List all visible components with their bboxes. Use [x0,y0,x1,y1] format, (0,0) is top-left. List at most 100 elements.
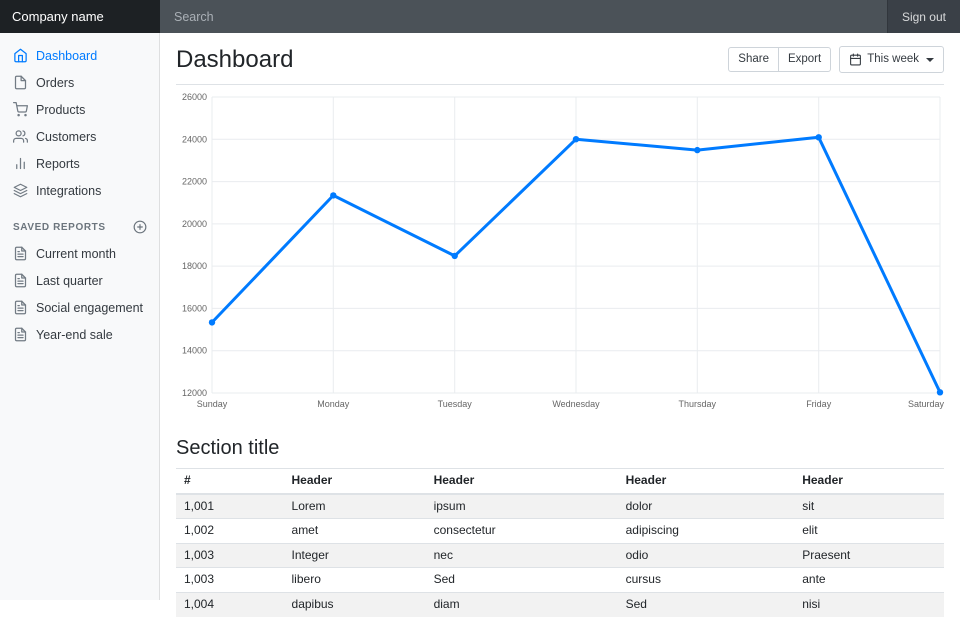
chart-point [816,134,822,140]
y-axis-tick-label: 24000 [182,134,207,144]
table-cell: 1,003 [176,568,284,593]
saved-reports-list: Current month Last quarter Social engageme… [0,240,160,348]
table-cell: consectetur [426,519,618,544]
chevron-down-icon [926,58,934,62]
bar-chart-icon [13,156,28,171]
x-axis-tick-label: Tuesday [438,399,473,409]
sidebar-item-label: Reports [36,157,80,171]
y-axis-tick-label: 12000 [182,388,207,398]
y-axis-tick-label: 20000 [182,219,207,229]
sidebar-item-label: Dashboard [36,49,97,63]
x-axis-tick-label: Saturday [908,399,944,409]
table-cell: Sed [618,592,795,616]
sidebar-item-customers[interactable]: Customers [0,123,160,150]
table-cell: Praesent [794,543,944,568]
table-cell: adipiscing [618,519,795,544]
brand[interactable]: Company name [0,0,160,33]
table-cell: 1,002 [176,519,284,544]
chart-point [330,192,336,198]
table-cell: nec [426,543,618,568]
chart-point [209,319,215,325]
saved-reports-heading-row: Saved reports [0,204,160,240]
file-text-icon [13,327,28,342]
y-axis-tick-label: 14000 [182,346,207,356]
saved-reports-heading: Saved reports [13,222,106,233]
saved-report-label: Social engagement [36,301,143,315]
x-axis-tick-label: Friday [806,399,832,409]
sidebar-item-dashboard[interactable]: Dashboard [0,42,160,69]
saved-report-last-quarter[interactable]: Last quarter [0,267,160,294]
x-axis-tick-label: Thursday [679,399,717,409]
y-axis-tick-label: 18000 [182,261,207,271]
home-icon [13,48,28,63]
table-cell: dapibus [284,592,426,616]
search-input[interactable] [160,0,887,33]
saved-report-label: Year-end sale [36,328,113,342]
saved-report-label: Current month [36,247,116,261]
sidebar-item-products[interactable]: Products [0,96,160,123]
sidebar-item-integrations[interactable]: Integrations [0,177,160,204]
sidebar-item-label: Orders [36,76,74,90]
table-cell: ante [794,568,944,593]
top-navbar: Company name Sign out [0,0,960,33]
file-text-icon [13,300,28,315]
main-content: Dashboard Share Export This week 26000 24… [160,33,960,617]
y-axis-tick-label: 22000 [182,177,207,187]
plus-circle-icon[interactable] [133,220,147,234]
table-cell: Lorem [284,494,426,519]
page-header: Dashboard Share Export This week [176,33,944,85]
table-cell: libero [284,568,426,593]
x-axis-tick-label: Monday [317,399,350,409]
table-cell: Sed [426,568,618,593]
chart-point [573,136,579,142]
y-axis-tick-label: 26000 [182,92,207,102]
table-cell: sit [794,494,944,519]
x-axis-tick-label: Wednesday [552,399,600,409]
file-text-icon [13,246,28,261]
table-cell: dolor [618,494,795,519]
saved-report-label: Last quarter [36,274,103,288]
period-dropdown-button[interactable]: This week [839,46,944,73]
section-title: Section title [176,437,944,460]
file-text-icon [13,273,28,288]
share-export-button-group: Share Export [728,47,831,73]
file-icon [13,75,28,90]
sidebar-item-orders[interactable]: Orders [0,69,160,96]
table-cell: 1,001 [176,494,284,519]
chart-point [694,147,700,153]
table-header-cell: Header [284,469,426,494]
table-header-cell: Header [618,469,795,494]
page-title: Dashboard [176,46,293,75]
table-cell: odio [618,543,795,568]
layers-icon [13,183,28,198]
chart-point [452,253,458,259]
table-cell: amet [284,519,426,544]
sidebar-nav: Dashboard Orders Products Customers Reports I… [0,42,160,204]
sidebar-item-label: Products [36,103,85,117]
table-cell: nisi [794,592,944,616]
saved-report-current-month[interactable]: Current month [0,240,160,267]
sign-out-link[interactable]: Sign out [887,0,960,33]
table-cell: elit [794,519,944,544]
export-button[interactable]: Export [778,47,831,73]
chart-point [937,389,943,395]
saved-report-social-engagement[interactable]: Social engagement [0,294,160,321]
sidebar-item-reports[interactable]: Reports [0,150,160,177]
period-label: This week [867,54,919,66]
saved-report-year-end-sale[interactable]: Year-end sale [0,321,160,348]
share-button[interactable]: Share [728,47,779,73]
table-cell: 1,003 [176,543,284,568]
table-cell: cursus [618,568,795,593]
calendar-icon [849,53,862,66]
table-header-cell: # [176,469,284,494]
sidebar-item-label: Integrations [36,184,101,198]
sidebar: Dashboard Orders Products Customers Reports I… [0,33,160,600]
table-cell: 1,004 [176,592,284,616]
